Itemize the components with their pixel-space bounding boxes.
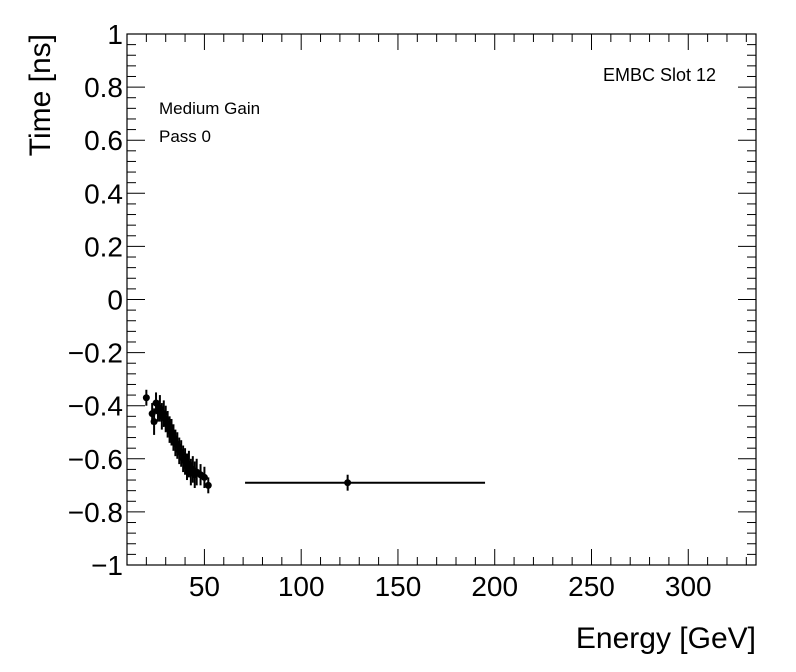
axis-ticks xyxy=(127,33,756,566)
point-marker xyxy=(142,394,150,402)
x-axis-title: Energy [GeV] xyxy=(576,622,756,655)
x-tick-label: 100 xyxy=(278,571,325,602)
y-tick-labels: −1 −0.8 −0.6 −0.4 −0.2 0 0.2 0.4 0.6 0.8 1 xyxy=(68,19,123,581)
annotation-slot: EMBC Slot 12 xyxy=(603,65,716,85)
y-tick-label: −0.2 xyxy=(68,338,123,369)
data-point xyxy=(200,466,208,489)
y-tick-label: 0.8 xyxy=(84,72,123,103)
x-tick-label: 50 xyxy=(189,571,220,602)
point-marker xyxy=(150,418,158,426)
y-tick-label: 0.2 xyxy=(84,231,123,262)
y-tick-label: −1 xyxy=(91,550,123,581)
y-tick-label: 0 xyxy=(107,285,123,316)
data-point xyxy=(204,477,212,494)
y-axis-title: Time [ns] xyxy=(24,34,57,156)
point-marker xyxy=(344,479,352,487)
data-point xyxy=(142,389,150,406)
x-tick-label: 250 xyxy=(568,571,615,602)
data-point xyxy=(150,408,158,435)
x-tick-labels: 50 100 150 200 250 300 xyxy=(189,571,712,602)
y-tick-label: 0.6 xyxy=(84,125,123,156)
data-points xyxy=(142,389,486,494)
x-tick-label: 300 xyxy=(665,571,712,602)
y-tick-label: 1 xyxy=(107,19,123,50)
y-tick-label: −0.4 xyxy=(68,391,123,422)
annotation-gain: Medium Gain xyxy=(159,99,260,118)
y-tick-label: −0.6 xyxy=(68,444,123,475)
point-marker xyxy=(200,473,208,481)
x-tick-label: 200 xyxy=(471,571,518,602)
point-marker xyxy=(204,481,212,489)
y-tick-label: 0.4 xyxy=(84,178,123,209)
x-tick-label: 150 xyxy=(375,571,422,602)
data-point xyxy=(245,474,486,491)
annotation-pass: Pass 0 xyxy=(159,127,211,146)
y-tick-label: −0.8 xyxy=(68,497,123,528)
